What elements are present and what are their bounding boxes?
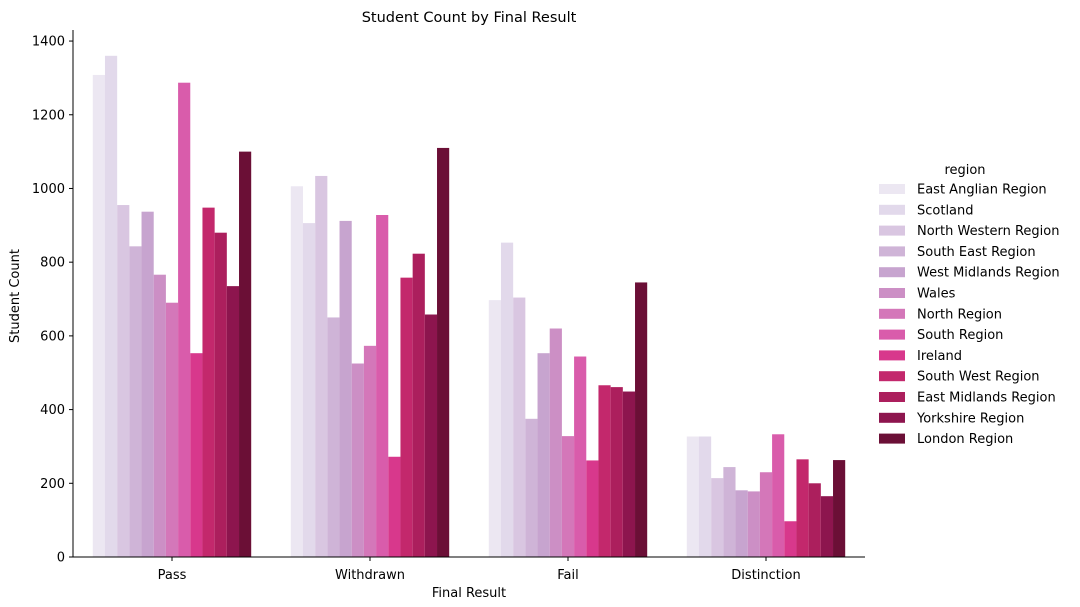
- legend-entry-label: South East Region: [917, 245, 1036, 260]
- legend-entry-label: East Midlands Region: [917, 391, 1056, 406]
- bar: [549, 328, 562, 557]
- bar: [400, 277, 413, 557]
- y-tick-label: 200: [40, 477, 65, 492]
- bar: [327, 317, 340, 557]
- bar: [635, 282, 648, 557]
- bar: [833, 460, 846, 557]
- bar: [574, 356, 587, 557]
- y-tick-label: 800: [40, 256, 65, 271]
- bar: [747, 491, 760, 557]
- bar: [214, 232, 227, 557]
- bar: [141, 211, 154, 557]
- legend-swatch: [879, 412, 905, 423]
- legend-swatch: [879, 308, 905, 319]
- bar: [117, 205, 130, 558]
- bar: [351, 363, 364, 557]
- x-tick-label: Fail: [557, 568, 578, 583]
- bar: [315, 175, 328, 557]
- legend-entry-label: Wales: [917, 287, 956, 302]
- bar: [290, 186, 303, 557]
- bar: [388, 456, 401, 557]
- bar: [586, 460, 599, 557]
- bar: [190, 353, 203, 557]
- bar: [820, 496, 834, 557]
- y-tick-label: 600: [40, 329, 65, 344]
- legend-swatch: [879, 267, 905, 278]
- legend-swatch: [879, 225, 905, 236]
- legend-swatch: [879, 288, 905, 298]
- bar: [537, 353, 550, 557]
- bar: [202, 207, 215, 557]
- bar: [339, 220, 352, 557]
- bar: [165, 302, 179, 557]
- bar: [525, 418, 538, 557]
- y-tick-label: 1200: [32, 108, 65, 123]
- bar: [376, 215, 389, 557]
- bar: [698, 436, 712, 557]
- x-tick-label: Pass: [158, 568, 187, 583]
- legend-swatch: [879, 433, 905, 444]
- legend-swatch: [879, 204, 905, 215]
- legend-entry-label: London Region: [917, 432, 1013, 447]
- y-tick-label: 1000: [32, 182, 65, 197]
- legend-entry-label: North Western Region: [917, 224, 1059, 239]
- y-axis-label: Student Count: [8, 249, 23, 343]
- bar: [239, 151, 252, 557]
- bar: [711, 478, 724, 557]
- legend-entry-label: East Anglian Region: [917, 183, 1047, 198]
- y-axis: 0 200 400 600 800 1000 1200 1400: [32, 30, 74, 566]
- bar: [104, 55, 118, 558]
- bar: [178, 82, 191, 557]
- bar: [808, 483, 821, 557]
- bar: [784, 521, 797, 557]
- bar: [622, 391, 636, 557]
- legend-title: region: [944, 163, 985, 178]
- bar: [598, 385, 611, 557]
- bars-group: [92, 55, 846, 558]
- legend-swatch: [879, 371, 905, 382]
- x-axis-label: Final Result: [432, 586, 506, 601]
- legend-swatch: [879, 329, 905, 340]
- legend-entry-label: Ireland: [917, 349, 962, 364]
- legend-entry-label: North Region: [917, 307, 1002, 322]
- bar: [363, 345, 377, 557]
- legend: region East Anglian Region Scotland North …: [879, 163, 1060, 447]
- bar: [772, 434, 785, 557]
- bar: [610, 387, 623, 557]
- bar: [500, 242, 514, 557]
- bar: [796, 459, 809, 557]
- legend-swatch: [879, 246, 905, 257]
- bar: [424, 314, 438, 557]
- bar: [437, 147, 450, 557]
- bar: [153, 274, 166, 557]
- bar: [488, 300, 501, 557]
- bar: [561, 436, 575, 557]
- legend-entry-label: South Region: [917, 328, 1003, 343]
- x-tick-label: Distinction: [731, 568, 800, 583]
- bar: [723, 467, 736, 557]
- legend-entry-label: Yorkshire Region: [916, 411, 1024, 426]
- bar: [226, 286, 240, 557]
- legend-entry-label: Scotland: [917, 203, 974, 218]
- chart-title: Student Count by Final Result: [362, 10, 577, 26]
- bar: [92, 74, 105, 558]
- y-tick-label: 0: [57, 551, 65, 566]
- bar: [129, 246, 142, 557]
- legend-swatch: [879, 350, 905, 361]
- bar: [513, 297, 526, 557]
- bar: [735, 490, 748, 557]
- y-tick-label: 1400: [32, 35, 65, 50]
- bar: [302, 223, 316, 558]
- bar: [686, 436, 699, 557]
- legend-swatch: [879, 184, 905, 194]
- legend-entry-label: South West Region: [917, 370, 1040, 385]
- y-tick-label: 400: [40, 403, 65, 418]
- bar: [412, 253, 425, 557]
- x-axis: Pass Withdrawn Fail Distinction: [73, 556, 865, 583]
- legend-swatch: [879, 392, 905, 402]
- bar: [759, 472, 773, 557]
- x-tick-label: Withdrawn: [335, 568, 405, 583]
- legend-entry-label: West Midlands Region: [917, 266, 1060, 281]
